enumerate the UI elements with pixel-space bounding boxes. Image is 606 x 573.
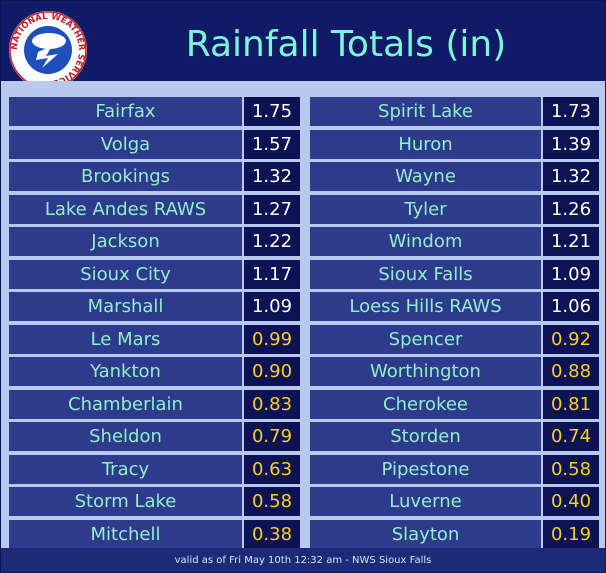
rainfall-value: 1.09 xyxy=(543,259,599,289)
rainfall-value: 1.17 xyxy=(244,259,300,289)
rainfall-value: 1.26 xyxy=(543,194,599,224)
rainfall-value: 1.75 xyxy=(244,97,300,126)
table-row: Fairfax 1.75 xyxy=(9,97,300,126)
station-name: Marshall xyxy=(9,292,242,321)
header: NATIONAL WEATHER SERVICE Rainfall Totals… xyxy=(1,1,605,89)
station-name: Tracy xyxy=(9,454,242,484)
station-name: Sioux City xyxy=(9,259,242,289)
table-row: Storm Lake 0.58 xyxy=(9,487,300,516)
table-row: Le Mars 0.99 xyxy=(9,324,300,354)
rainfall-value: 0.99 xyxy=(244,324,300,354)
rainfall-value: 0.81 xyxy=(543,389,599,419)
table-row: Volga 1.57 xyxy=(9,129,300,159)
station-name: Brookings xyxy=(9,162,242,191)
station-name: Huron xyxy=(310,129,541,159)
table-row: Spencer 0.92 xyxy=(310,324,599,354)
rainfall-value: 0.38 xyxy=(244,519,300,549)
station-name: Worthington xyxy=(310,357,541,386)
rainfall-value: 0.63 xyxy=(244,454,300,484)
rainfall-value: 0.40 xyxy=(543,487,599,516)
table-row: Luverne 0.40 xyxy=(310,487,599,516)
table-row: Sioux City 1.17 xyxy=(9,259,300,289)
rainfall-value: 1.27 xyxy=(244,194,300,224)
station-name: Tyler xyxy=(310,194,541,224)
table-row: Pipestone 0.58 xyxy=(310,454,599,484)
station-name: Sheldon xyxy=(9,422,242,451)
rainfall-value: 1.57 xyxy=(244,129,300,159)
station-name: Cherokee xyxy=(310,389,541,419)
rainfall-value: 1.22 xyxy=(244,227,300,256)
rainfall-value: 0.74 xyxy=(543,422,599,451)
table-row: Tyler 1.26 xyxy=(310,194,599,224)
station-name: Volga xyxy=(9,129,242,159)
table-row: Worthington 0.88 xyxy=(310,357,599,386)
station-name: Storm Lake xyxy=(9,487,242,516)
footer-note: valid as of Fri May 10th 12:32 am - NWS … xyxy=(1,548,605,572)
table-row: Huron 1.39 xyxy=(310,129,599,159)
station-name: Lake Andes RAWS xyxy=(9,194,242,224)
station-name: Jackson xyxy=(9,227,242,256)
station-name: Yankton xyxy=(9,357,242,386)
station-name: Slayton xyxy=(310,519,541,549)
rainfall-value: 1.09 xyxy=(244,292,300,321)
table-row: Windom 1.21 xyxy=(310,227,599,256)
rainfall-value: 1.32 xyxy=(244,162,300,191)
station-name: Wayne xyxy=(310,162,541,191)
station-name: Windom xyxy=(310,227,541,256)
table-row: Lake Andes RAWS 1.27 xyxy=(9,194,300,224)
rainfall-value: 0.90 xyxy=(244,357,300,386)
station-name: Mitchell xyxy=(9,519,242,549)
rainfall-value: 1.39 xyxy=(543,129,599,159)
table-row: Spirit Lake 1.73 xyxy=(310,97,599,126)
table-row: Jackson 1.22 xyxy=(9,227,300,256)
station-name: Luverne xyxy=(310,487,541,516)
rainfall-table: Fairfax 1.75 Volga 1.57 Brookings 1.32 Lake An… xyxy=(1,81,605,549)
station-name: Chamberlain xyxy=(9,389,242,419)
rainfall-value: 0.58 xyxy=(244,487,300,516)
rainfall-value: 0.92 xyxy=(543,324,599,354)
rainfall-value: 1.73 xyxy=(543,97,599,126)
station-name: Spencer xyxy=(310,324,541,354)
table-row: Brookings 1.32 xyxy=(9,162,300,191)
station-name: Loess Hills RAWS xyxy=(310,292,541,321)
station-name: Sioux Falls xyxy=(310,259,541,289)
station-name: Storden xyxy=(310,422,541,451)
rainfall-value: 1.32 xyxy=(543,162,599,191)
table-row: Yankton 0.90 xyxy=(9,357,300,386)
table-row: Sioux Falls 1.09 xyxy=(310,259,599,289)
rainfall-value: 0.83 xyxy=(244,389,300,419)
table-row: Wayne 1.32 xyxy=(310,162,599,191)
table-row: Cherokee 0.81 xyxy=(310,389,599,419)
rainfall-value: 0.79 xyxy=(244,422,300,451)
rainfall-value: 0.19 xyxy=(543,519,599,549)
rainfall-value: 0.88 xyxy=(543,357,599,386)
table-row: Chamberlain 0.83 xyxy=(9,389,300,419)
nws-logo-icon: NATIONAL WEATHER SERVICE xyxy=(8,10,88,90)
station-name: Pipestone xyxy=(310,454,541,484)
table-row: Loess Hills RAWS 1.06 xyxy=(310,292,599,321)
table-row: Mitchell 0.38 xyxy=(9,519,300,549)
page-title: Rainfall Totals (in) xyxy=(185,24,507,65)
rainfall-value: 1.06 xyxy=(543,292,599,321)
station-name: Spirit Lake xyxy=(310,97,541,126)
table-row: Tracy 0.63 xyxy=(9,454,300,484)
table-row: Storden 0.74 xyxy=(310,422,599,451)
table-row: Slayton 0.19 xyxy=(310,519,599,549)
table-row: Marshall 1.09 xyxy=(9,292,300,321)
station-name: Fairfax xyxy=(9,97,242,126)
rainfall-value: 1.21 xyxy=(543,227,599,256)
station-name: Le Mars xyxy=(9,324,242,354)
table-row: Sheldon 0.79 xyxy=(9,422,300,451)
rainfall-value: 0.58 xyxy=(543,454,599,484)
